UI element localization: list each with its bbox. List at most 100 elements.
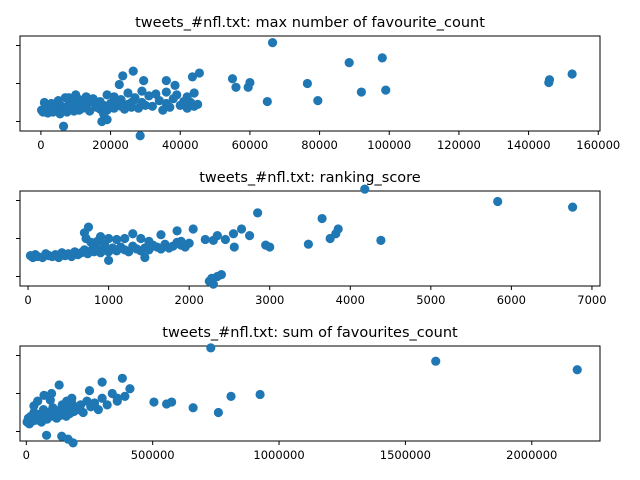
scatter-point [112, 393, 122, 403]
x-tick-label: 0 [37, 138, 44, 152]
scatter-point [71, 90, 81, 100]
scatter-point [117, 373, 127, 383]
scatter-point [172, 90, 182, 100]
scatter-points [25, 184, 578, 289]
scatter-point [188, 224, 198, 234]
scatter-point [120, 391, 130, 401]
scatter-point [46, 99, 56, 109]
x-tick-label: 40000 [162, 138, 199, 152]
scatter-point [344, 58, 354, 68]
scatter-point [253, 208, 263, 218]
scatter-point [216, 270, 226, 280]
scatter-point [243, 82, 253, 92]
x-tick-label: 2000 [175, 293, 204, 307]
x-tick-label: 60000 [232, 138, 269, 152]
scatter-point [244, 231, 255, 241]
scatter-point [303, 239, 313, 249]
scatter-panel-3: tweets_#nfl.txt: sum of favourites_count… [16, 325, 601, 462]
scatter-point [302, 78, 312, 89]
scatter-point [104, 233, 114, 244]
scatter-point [333, 224, 343, 234]
scatter-point [137, 86, 147, 96]
scatter-point [313, 96, 323, 106]
scatter-point [140, 100, 151, 110]
scatter-point [493, 196, 503, 207]
scatter-point [112, 96, 123, 107]
scatter-point [255, 389, 265, 400]
scatter-point [93, 405, 103, 415]
scatter-point [544, 75, 555, 85]
x-tick-label: 0 [23, 448, 30, 462]
scatter-point [212, 231, 222, 241]
scatter-point [83, 222, 94, 232]
scatter-point [376, 235, 386, 245]
x-tick-label: 120000 [437, 138, 481, 152]
scatter-point [229, 242, 239, 252]
scatter-point [135, 131, 145, 141]
scatter-point [213, 407, 223, 418]
scatter-point [78, 407, 88, 418]
scatter-point [381, 85, 391, 95]
scatter-point [97, 393, 107, 403]
chart-title: tweets_#nfl.txt: max number of favourite… [135, 15, 485, 31]
scatter-point [112, 234, 122, 245]
scatter-point [86, 96, 97, 106]
x-tick-label: 80000 [301, 138, 338, 152]
x-tick-label: 140000 [507, 138, 551, 152]
scatter-point [79, 98, 90, 109]
scatter-point [33, 396, 43, 406]
scatter-point [228, 229, 239, 239]
scatter-point [126, 97, 137, 108]
scatter-point [147, 101, 157, 111]
scatter-point [125, 384, 135, 394]
x-tick-label: 2000000 [506, 448, 557, 462]
scatter-point [53, 96, 63, 106]
scatter-point [95, 232, 106, 242]
x-tick-label: 6000 [497, 293, 526, 307]
scatter-point [120, 233, 130, 244]
scatter-point [46, 388, 57, 399]
scatter-point [206, 343, 216, 353]
scatter-point [161, 87, 171, 97]
scatter-point [360, 184, 370, 194]
scatter-point [95, 96, 105, 107]
scatter-point [67, 393, 77, 403]
scatter-point [85, 106, 95, 116]
scatter-point [188, 403, 198, 413]
scatter-point [189, 88, 199, 98]
x-tick-label: 1000000 [253, 448, 304, 462]
scatter-point [114, 79, 124, 90]
x-tick-label: 5000 [416, 293, 445, 307]
x-tick-label: 160000 [576, 138, 620, 152]
scatter-point [431, 356, 441, 366]
scatter-point [102, 90, 112, 100]
x-tick-label: 0 [24, 293, 31, 307]
scatter-point [236, 224, 247, 234]
scatter-point [99, 109, 109, 119]
scatter-point [64, 93, 74, 103]
scatter-point [68, 438, 78, 448]
scatter-point [140, 252, 150, 263]
scatter-point [182, 92, 192, 102]
scatter-point [123, 88, 133, 98]
scatter-point [377, 53, 387, 63]
scatter-point [156, 230, 166, 240]
scatter-point [567, 69, 577, 79]
scatter-point [170, 80, 180, 90]
x-tick-label: 1500000 [380, 448, 431, 462]
scatter-point [356, 87, 366, 97]
x-tick-label: 1000 [94, 293, 123, 307]
scatter-point [102, 400, 112, 410]
scatter-point [200, 234, 210, 245]
scatter-point [84, 386, 95, 396]
scatter-point [231, 82, 241, 92]
scatter-point [226, 391, 236, 401]
x-tick-label: 100000 [367, 138, 411, 152]
scatter-point [194, 68, 204, 78]
scatter-point [128, 229, 138, 239]
scatter-point [265, 242, 275, 252]
scatter-point [148, 241, 158, 251]
x-tick-label: 7000 [577, 293, 606, 307]
scatter-point [97, 377, 107, 387]
